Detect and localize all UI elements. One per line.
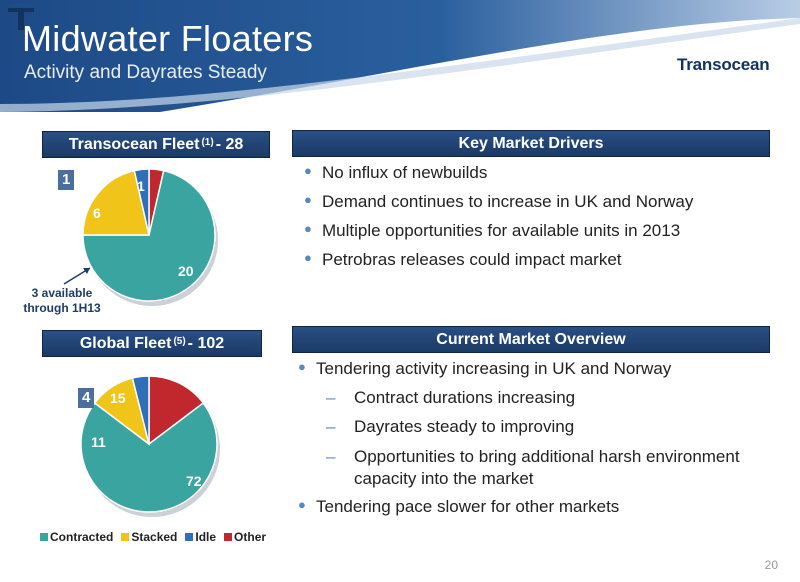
key-drivers-list: ● No influx of newbuilds ● Demand continue… [304, 163, 774, 279]
pie-slice-stacked [82, 169, 150, 236]
fleet-title-text: Transocean Fleet [68, 135, 200, 153]
market-overview-list: ● Tendering activity increasing in UK and… [298, 359, 778, 388]
global-title-count: - 102 [187, 334, 225, 352]
pie-slice-other [148, 375, 205, 446]
pie1-label-other: 1 [137, 178, 145, 194]
header-banner: Midwater Floaters Activity and Dayrates … [0, 0, 800, 112]
fleet-title-count: - 28 [215, 135, 244, 153]
list-item: ● Demand continues to increase in UK and … [304, 192, 694, 211]
list-item: ● No influx of newbuilds [304, 163, 488, 182]
list-item: ● Tendering activity increasing in UK and… [298, 359, 672, 378]
pie-slice-idle [131, 375, 150, 445]
transocean-fleet-title: Transocean Fleet (1) - 28 [42, 131, 270, 158]
pie-slice-idle [133, 168, 150, 236]
list-item: ● Petrobras releases could impact market [304, 250, 622, 269]
global-fleet-title: Global Fleet (5) - 102 [42, 330, 262, 357]
transocean-fleet-pie [82, 168, 218, 306]
logo-text: Transocean [677, 55, 770, 74]
key-drivers-title: Key Market Drivers [292, 130, 770, 157]
market-overview-sublist: – Contract durations increasing – Dayrates… [326, 388, 782, 490]
list-item: – Dayrates steady to improving [326, 417, 575, 436]
global-title-text: Global Fleet [79, 334, 172, 352]
legend-item-stacked: Stacked [121, 530, 177, 544]
fleet-availability-note: 3 available through 1H13 [23, 286, 101, 315]
list-item: – Opportunities to bring additional harsh… [326, 447, 740, 488]
legend-item-other: Other [224, 530, 266, 544]
pie2-label-other: 15 [110, 390, 126, 406]
page-subtitle: Activity and Dayrates Steady [24, 62, 267, 83]
header-background [0, 0, 800, 112]
market-overview-title: Current Market Overview [292, 326, 770, 353]
legend-item-idle: Idle [185, 530, 216, 544]
list-item: ● Tendering pace slower for other markets [298, 497, 620, 516]
pie1-label-stacked: 6 [93, 205, 101, 221]
note-arrow [63, 267, 91, 285]
pie2-label-stacked: 11 [91, 434, 106, 450]
pie2-label-idle: 4 [78, 388, 95, 408]
global-title-footnote: (5) [173, 336, 186, 347]
fleet-title-footnote: (1) [201, 137, 214, 148]
pie1-label-idle: 1 [58, 170, 75, 190]
pie1-label-contracted: 20 [178, 263, 194, 279]
legend-item-contracted: Contracted [40, 530, 113, 544]
pie-slice-contracted [82, 169, 216, 302]
pie-legend: Contracted Stacked Idle Other [40, 530, 266, 544]
market-overview-list-2: ● Tendering pace slower for other markets [298, 497, 778, 517]
list-item: ● Multiple opportunities for available un… [304, 221, 681, 240]
pie2-label-contracted: 72 [186, 473, 202, 489]
list-item: – Contract durations increasing [326, 388, 576, 407]
pie-slice-contracted [80, 401, 218, 513]
page-number: 20 [764, 558, 778, 572]
transocean-logo [8, 3, 36, 30]
global-fleet-pie [80, 375, 220, 517]
page-title: Midwater Floaters [22, 18, 314, 59]
